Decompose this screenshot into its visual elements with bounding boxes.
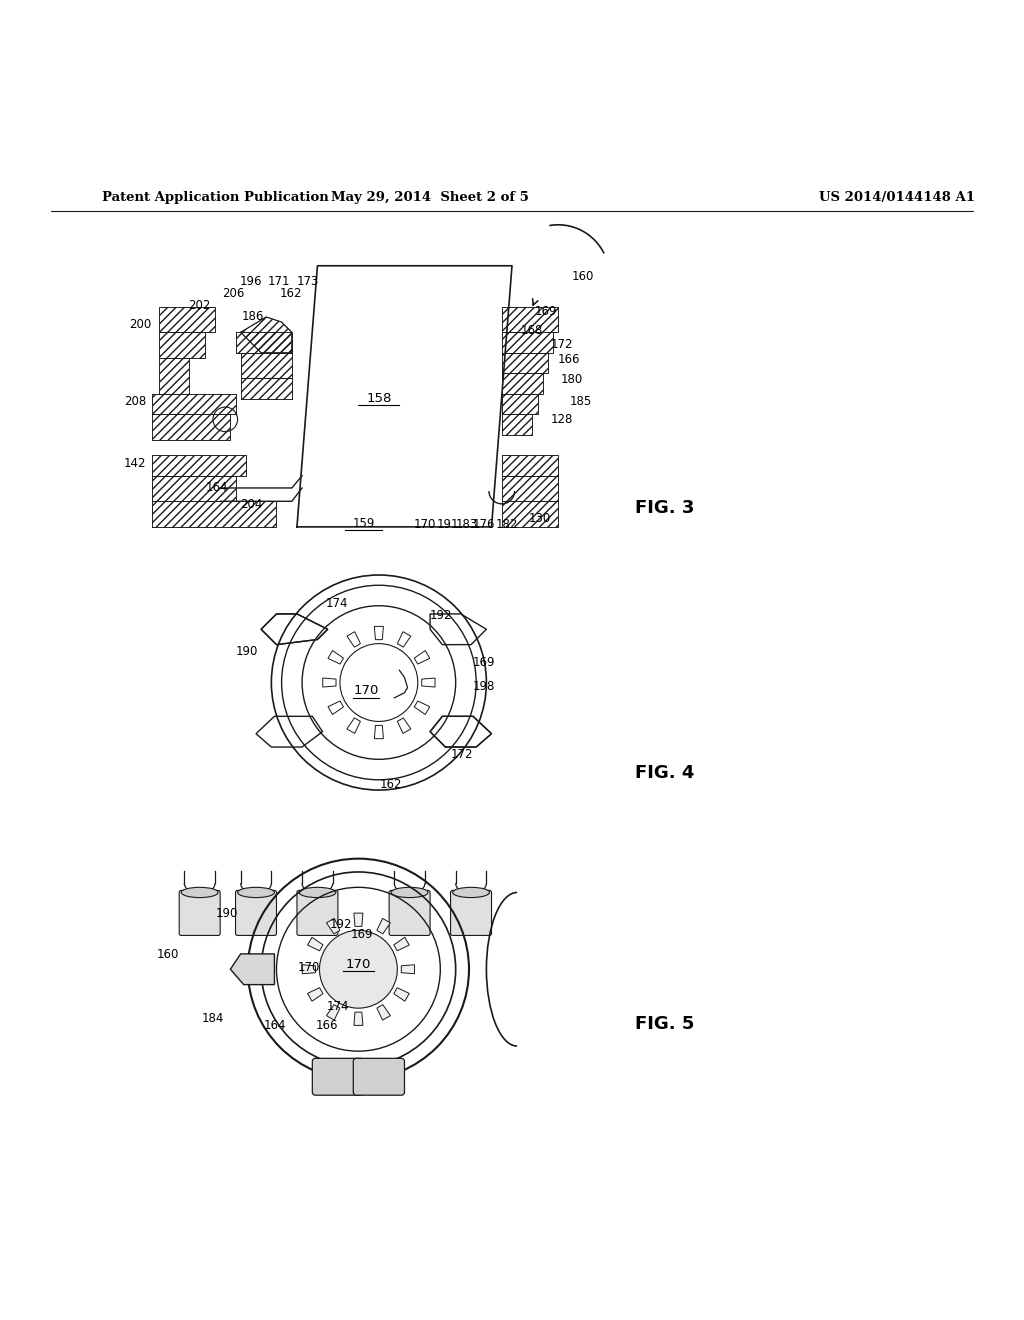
Polygon shape — [328, 701, 343, 714]
Text: 160: 160 — [157, 948, 179, 961]
Polygon shape — [256, 717, 323, 747]
Polygon shape — [354, 913, 362, 927]
Polygon shape — [347, 718, 360, 734]
Polygon shape — [328, 651, 343, 664]
Text: 185: 185 — [569, 396, 592, 408]
Polygon shape — [394, 937, 410, 950]
Text: FIG. 4: FIG. 4 — [635, 764, 694, 781]
Ellipse shape — [391, 887, 428, 898]
FancyBboxPatch shape — [451, 891, 492, 936]
Text: 170: 170 — [298, 961, 321, 974]
Ellipse shape — [453, 887, 489, 898]
Polygon shape — [347, 632, 360, 647]
FancyBboxPatch shape — [297, 891, 338, 936]
Text: 164: 164 — [206, 482, 228, 495]
Text: FIG. 5: FIG. 5 — [635, 1015, 694, 1032]
Text: 184: 184 — [202, 1012, 224, 1024]
Text: 170: 170 — [354, 684, 379, 697]
Polygon shape — [394, 987, 410, 1001]
Text: 180: 180 — [561, 374, 584, 385]
Text: May 29, 2014  Sheet 2 of 5: May 29, 2014 Sheet 2 of 5 — [331, 190, 529, 203]
Text: 128: 128 — [551, 413, 573, 426]
Text: Patent Application Publication: Patent Application Publication — [102, 190, 329, 203]
Text: 190: 190 — [215, 907, 238, 920]
Text: 192: 192 — [330, 917, 352, 931]
Text: 169: 169 — [473, 656, 496, 668]
Polygon shape — [307, 937, 323, 950]
Polygon shape — [415, 651, 430, 664]
Text: 200: 200 — [129, 318, 152, 330]
Ellipse shape — [238, 887, 274, 898]
Polygon shape — [415, 701, 430, 714]
Text: 172: 172 — [551, 338, 573, 351]
Polygon shape — [397, 632, 411, 647]
Text: 204: 204 — [240, 498, 262, 511]
Text: 186: 186 — [242, 310, 264, 323]
Polygon shape — [422, 678, 435, 686]
Circle shape — [319, 931, 397, 1008]
Text: 171: 171 — [267, 275, 290, 288]
Text: 192: 192 — [430, 610, 453, 623]
Polygon shape — [327, 1005, 340, 1020]
Text: 174: 174 — [326, 597, 348, 610]
Text: 198: 198 — [473, 680, 496, 693]
Text: 196: 196 — [240, 275, 262, 288]
Ellipse shape — [299, 887, 336, 898]
Text: 142: 142 — [124, 457, 146, 470]
Polygon shape — [375, 627, 383, 640]
Text: 202: 202 — [188, 300, 211, 313]
Polygon shape — [302, 965, 315, 974]
Text: 182: 182 — [496, 519, 518, 532]
FancyBboxPatch shape — [236, 891, 276, 936]
Text: FIG. 3: FIG. 3 — [635, 499, 694, 517]
Text: 176: 176 — [473, 519, 496, 532]
Polygon shape — [397, 718, 411, 734]
Polygon shape — [354, 1012, 362, 1026]
Text: 158: 158 — [367, 392, 391, 405]
Text: 130: 130 — [528, 512, 551, 525]
Polygon shape — [377, 1005, 390, 1020]
Text: 208: 208 — [124, 396, 146, 408]
FancyBboxPatch shape — [179, 891, 220, 936]
Polygon shape — [430, 717, 492, 747]
Text: 170: 170 — [414, 519, 436, 532]
Text: 168: 168 — [520, 323, 543, 337]
Polygon shape — [307, 987, 323, 1001]
Polygon shape — [401, 965, 415, 974]
FancyBboxPatch shape — [353, 1059, 404, 1096]
Polygon shape — [261, 614, 328, 644]
FancyBboxPatch shape — [389, 891, 430, 936]
Text: 173: 173 — [297, 275, 319, 288]
Polygon shape — [327, 919, 340, 933]
Text: 169: 169 — [535, 305, 557, 318]
Text: 170: 170 — [346, 957, 371, 970]
Text: 162: 162 — [280, 286, 302, 300]
Text: US 2014/0144148 A1: US 2014/0144148 A1 — [819, 190, 975, 203]
Text: 160: 160 — [571, 269, 594, 282]
Polygon shape — [323, 678, 336, 686]
Text: 164: 164 — [263, 1019, 286, 1032]
Text: 190: 190 — [236, 645, 258, 659]
Text: 174: 174 — [327, 999, 349, 1012]
Polygon shape — [377, 919, 390, 933]
Text: 183: 183 — [456, 519, 478, 532]
Text: 166: 166 — [558, 354, 581, 367]
Polygon shape — [230, 954, 274, 985]
Text: 172: 172 — [451, 747, 473, 760]
Polygon shape — [430, 614, 486, 644]
Ellipse shape — [181, 887, 218, 898]
Text: 191: 191 — [436, 519, 459, 532]
Text: 206: 206 — [222, 286, 245, 300]
Text: 159: 159 — [352, 517, 375, 531]
Text: 162: 162 — [380, 779, 402, 792]
Text: 166: 166 — [315, 1019, 338, 1032]
Text: 169: 169 — [350, 928, 373, 941]
FancyBboxPatch shape — [312, 1059, 364, 1096]
Polygon shape — [375, 726, 383, 739]
